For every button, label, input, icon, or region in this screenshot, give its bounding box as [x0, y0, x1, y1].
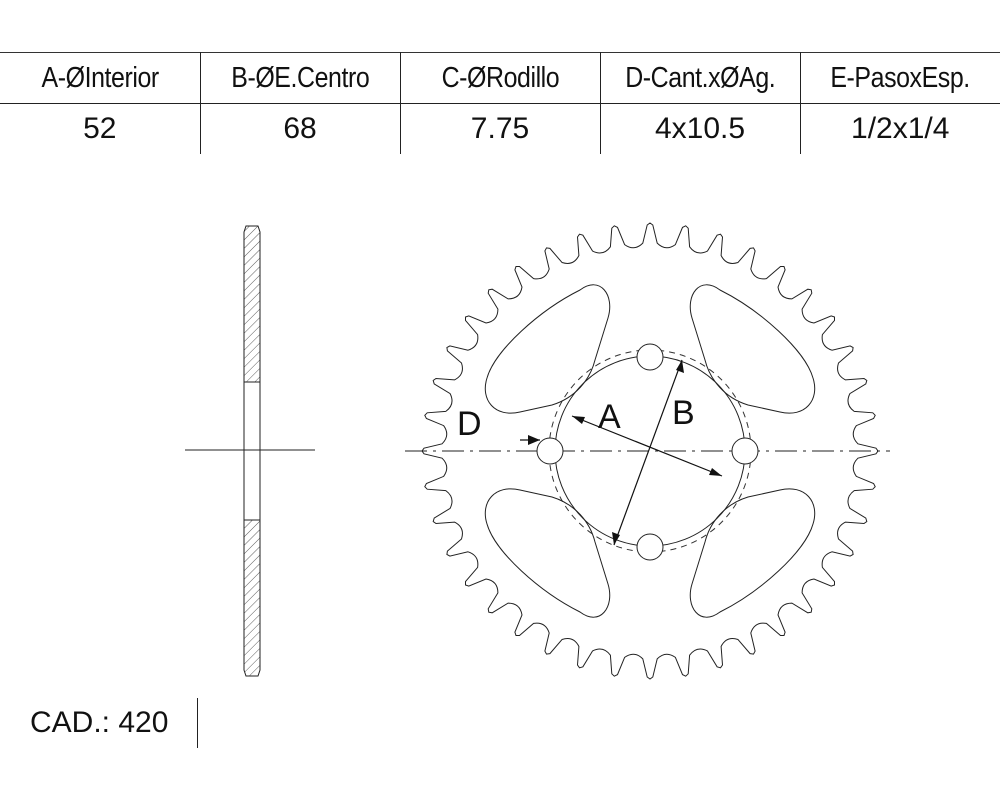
cad-label: CAD.: 420 [0, 698, 198, 748]
bolt-hole-left [536, 437, 564, 465]
header-b: B-ØE.Centro [199, 52, 401, 104]
dimension-d-arrow [528, 435, 540, 445]
header-e: E-PasoxEsp. [799, 52, 1000, 104]
side-view [185, 225, 315, 677]
header-b-label: B-ØE.Centro [230, 61, 370, 94]
dimension-b-arrow-end [612, 532, 620, 545]
front-view: A B D [405, 222, 890, 680]
value-b: 68 [199, 103, 401, 154]
label-d: D [457, 405, 482, 443]
side-profile-top [243, 225, 261, 383]
side-profile-bottom [243, 519, 261, 677]
spec-header-row: A-ØInterior B-ØE.Centro C-ØRodillo D-Can… [0, 52, 1000, 104]
bolt-hole-bottom [636, 533, 664, 561]
header-a: A-ØInterior [0, 52, 201, 104]
value-c: 7.75 [399, 103, 601, 154]
header-c: C-ØRodillo [399, 52, 601, 104]
bolt-hole-top [636, 343, 664, 371]
dimension-b-arrow-start [676, 360, 684, 373]
label-a: A [598, 398, 621, 436]
header-c-label: C-ØRodillo [441, 61, 559, 94]
cutout-upper-left [484, 284, 611, 414]
dimension-a-line [571, 415, 723, 477]
dimension-b-line [613, 359, 683, 546]
cutout-upper-right [689, 284, 816, 414]
value-a: 52 [0, 103, 201, 154]
bolt-hole-right [731, 437, 759, 465]
cutout-lower-left [484, 488, 611, 618]
dimension-a-arrow-end [709, 468, 722, 476]
header-e-label: E-PasoxEsp. [830, 61, 971, 94]
spec-table: A-ØInterior B-ØE.Centro C-ØRodillo D-Can… [0, 52, 1000, 154]
cutout-lower-right [689, 488, 816, 618]
value-e: 1/2x1/4 [799, 103, 1000, 154]
dimension-a-arrow-start [572, 416, 585, 424]
header-d: D-Cant.xØAg. [599, 52, 801, 104]
spec-values-row: 52 68 7.75 4x10.5 1/2x1/4 [0, 103, 1000, 154]
gear-teeth-outline [421, 222, 879, 680]
label-b: B [672, 394, 695, 432]
header-d-label: D-Cant.xØAg. [624, 61, 776, 94]
value-d: 4x10.5 [599, 103, 801, 154]
header-a-label: A-ØInterior [41, 61, 159, 94]
